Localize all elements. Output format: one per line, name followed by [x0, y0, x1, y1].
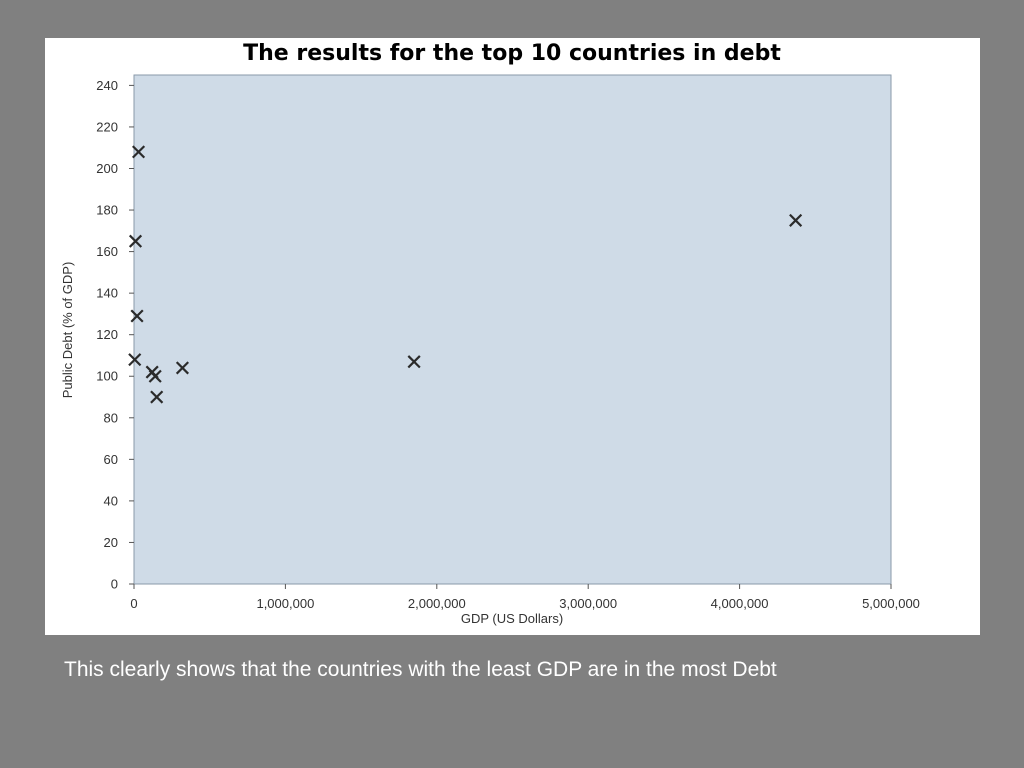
y-tick-label: 0	[111, 577, 118, 592]
scatter-chart: The results for the top 10 countries in …	[60, 41, 920, 626]
x-tick-label: 4,000,000	[711, 596, 769, 611]
chart-title: The results for the top 10 countries in …	[243, 41, 781, 66]
y-tick-label: 180	[96, 203, 118, 218]
data-point	[175, 361, 190, 375]
y-axis-label: Public Debt (% of GDP)	[60, 262, 75, 399]
y-tick-label: 220	[96, 119, 118, 134]
data-point	[407, 355, 421, 369]
x-tick-label: 0	[130, 596, 137, 611]
y-tick-label: 80	[104, 410, 118, 425]
y-tick-label: 160	[96, 244, 118, 259]
data-point	[130, 309, 144, 323]
data-point	[131, 145, 146, 159]
slide-caption: This clearly shows that the countries wi…	[64, 658, 777, 681]
plot-area	[133, 74, 892, 585]
y-axis: 0 20 40 60 80 100 120 140 160 180 200 220 240	[96, 78, 134, 592]
y-tick-label: 200	[96, 161, 118, 176]
x-axis-label: GDP (US Dollars)	[461, 611, 563, 626]
y-tick-label: 60	[104, 452, 118, 467]
y-tick-label: 240	[96, 78, 118, 93]
x-tick-label: 3,000,000	[559, 596, 617, 611]
chart-panel: The results for the top 10 countries in …	[45, 38, 980, 635]
x-tick-label: 1,000,000	[256, 596, 314, 611]
y-tick-label: 140	[96, 286, 118, 301]
y-tick-label: 120	[96, 327, 118, 342]
x-tick-label: 2,000,000	[408, 596, 466, 611]
data-point	[128, 234, 143, 248]
y-tick-label: 20	[104, 535, 118, 550]
data-point	[789, 213, 803, 227]
y-tick-label: 40	[104, 493, 118, 508]
y-tick-label: 100	[96, 369, 118, 384]
x-tick-label: 5,000,000	[862, 596, 920, 611]
data-point	[128, 353, 142, 367]
data-point	[150, 390, 164, 404]
x-axis: 0 1,000,000 2,000,000 3,000,000 4,000,000 5,0…	[130, 584, 920, 611]
data-point	[148, 369, 162, 383]
data-points	[128, 145, 803, 404]
